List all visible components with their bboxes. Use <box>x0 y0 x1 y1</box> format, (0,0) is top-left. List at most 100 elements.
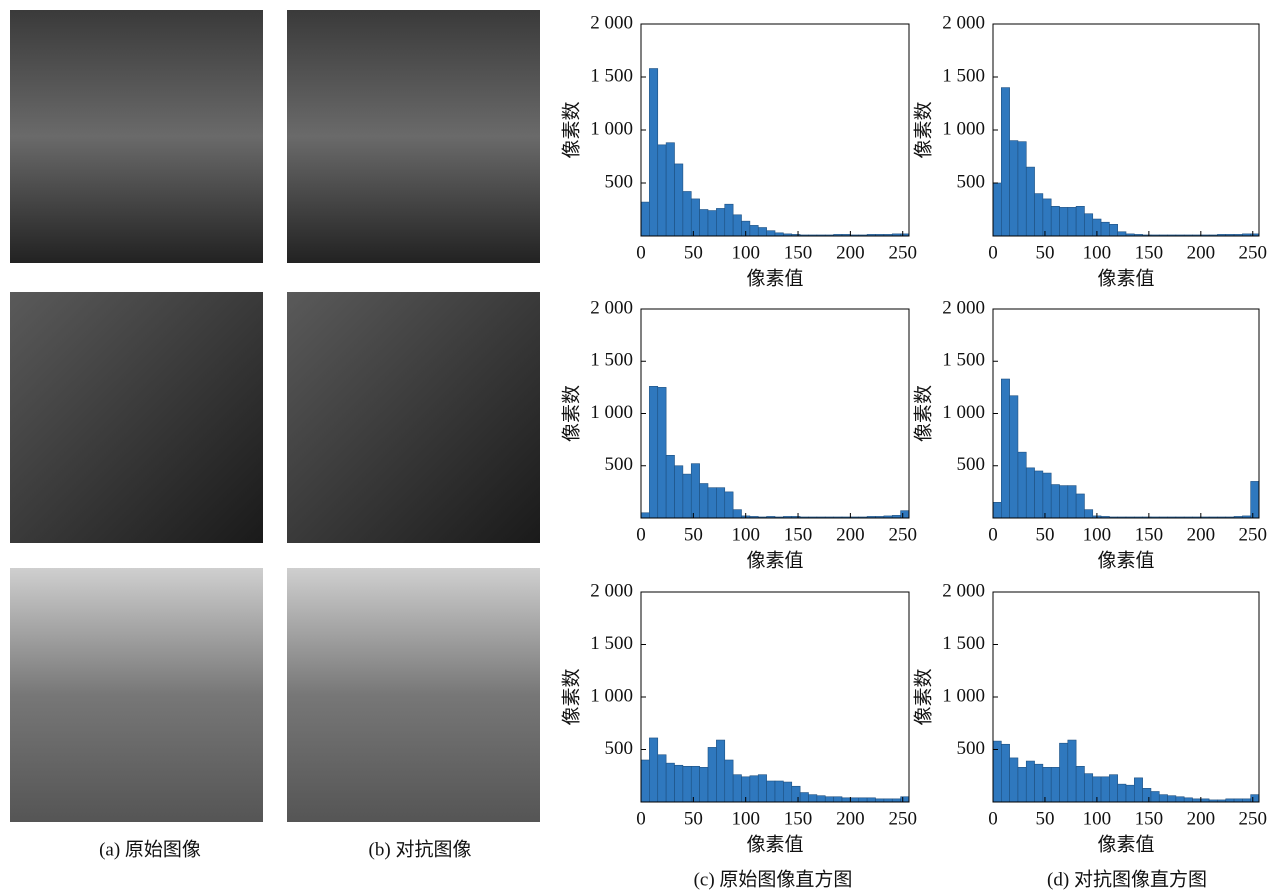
bar <box>867 798 875 802</box>
y-axis-label: 像素数 <box>560 668 582 725</box>
bar <box>1076 494 1084 518</box>
bar <box>666 763 674 802</box>
bar <box>758 228 766 236</box>
bar <box>733 775 741 802</box>
bar <box>658 755 666 802</box>
bar <box>683 474 691 518</box>
bar <box>901 511 909 518</box>
x-tick-label: 50 <box>684 524 703 545</box>
bar <box>993 183 1001 236</box>
x-tick-label: 250 <box>1239 242 1268 263</box>
bar <box>1051 767 1059 802</box>
bar <box>1035 764 1043 802</box>
bar <box>649 386 657 518</box>
y-axis-label: 像素数 <box>560 385 582 442</box>
x-tick-label: 0 <box>636 808 646 829</box>
x-tick-label: 100 <box>731 242 760 263</box>
x-tick-label: 250 <box>888 808 917 829</box>
bar <box>834 797 842 802</box>
x-tick-label: 50 <box>1035 524 1054 545</box>
bar <box>716 740 724 802</box>
y-tick-label: 1 000 <box>590 685 633 706</box>
photo <box>10 568 263 822</box>
x-tick-label: 150 <box>784 242 813 263</box>
y-tick-label: 500 <box>605 171 634 192</box>
x-axis-label: 像素值 <box>746 549 803 571</box>
bar <box>1010 141 1018 236</box>
x-tick-label: 50 <box>684 242 703 263</box>
bar <box>1035 471 1043 518</box>
photos <box>10 10 540 822</box>
x-tick-label: 200 <box>1187 242 1216 263</box>
bar <box>691 766 699 802</box>
bar <box>1060 207 1068 236</box>
x-tick-label: 100 <box>1083 242 1112 263</box>
bar <box>1068 486 1076 518</box>
bar <box>658 145 666 236</box>
bar <box>1251 481 1259 518</box>
bar <box>850 798 858 802</box>
bar <box>1051 206 1059 236</box>
x-tick-label: 0 <box>636 524 646 545</box>
bar <box>1118 232 1126 236</box>
bar <box>1060 486 1068 518</box>
photo <box>287 10 540 263</box>
caption: (c) 原始图像直方图 <box>694 868 853 890</box>
y-tick-label: 1 000 <box>942 118 985 139</box>
bar <box>675 466 683 518</box>
x-tick-label: 100 <box>1083 524 1112 545</box>
x-tick-label: 100 <box>1083 808 1112 829</box>
bar <box>1001 379 1009 518</box>
bar <box>1184 798 1192 802</box>
y-tick-label: 1 000 <box>942 402 985 423</box>
x-tick-label: 0 <box>636 242 646 263</box>
bar <box>700 484 708 518</box>
photo <box>10 292 263 543</box>
x-tick-label: 250 <box>1239 524 1268 545</box>
y-axis-label: 像素数 <box>912 385 934 442</box>
bar <box>1051 485 1059 518</box>
y-tick-label: 500 <box>957 738 986 759</box>
bar <box>1010 758 1018 802</box>
x-tick-label: 250 <box>888 242 917 263</box>
bar <box>1251 795 1259 802</box>
x-tick-label: 0 <box>988 524 998 545</box>
photo <box>287 568 540 822</box>
bar <box>1035 194 1043 236</box>
caption: (a) 原始图像 <box>99 838 201 860</box>
bar <box>859 798 867 802</box>
x-axis-label: 像素值 <box>746 833 803 855</box>
bar <box>1101 222 1109 236</box>
bar <box>1026 468 1034 518</box>
y-tick-label: 1 500 <box>590 633 633 654</box>
bar <box>1159 795 1167 802</box>
bar <box>700 767 708 802</box>
x-tick-label: 200 <box>836 524 865 545</box>
bar <box>708 488 716 518</box>
x-tick-label: 50 <box>1035 242 1054 263</box>
y-axis-label: 像素数 <box>912 668 934 725</box>
bar <box>1084 774 1092 802</box>
bar <box>1118 784 1126 802</box>
bar <box>649 738 657 802</box>
y-tick-label: 1 500 <box>590 350 633 371</box>
bar <box>708 211 716 236</box>
bar <box>1134 778 1142 802</box>
caption: (b) 对抗图像 <box>369 838 472 860</box>
bar <box>1018 142 1026 236</box>
x-tick-label: 150 <box>784 524 813 545</box>
y-tick-label: 1 000 <box>590 118 633 139</box>
bar <box>800 793 808 802</box>
bar <box>792 786 800 802</box>
bar <box>725 204 733 236</box>
x-tick-label: 150 <box>1135 242 1164 263</box>
bar <box>1176 797 1184 802</box>
x-axis-label: 像素值 <box>1097 833 1154 855</box>
x-tick-label: 50 <box>684 808 703 829</box>
y-tick-label: 2 000 <box>590 12 633 33</box>
bar <box>1018 452 1026 518</box>
bar <box>1001 88 1009 236</box>
bar <box>758 775 766 802</box>
x-tick-label: 0 <box>988 808 998 829</box>
bar <box>783 782 791 802</box>
